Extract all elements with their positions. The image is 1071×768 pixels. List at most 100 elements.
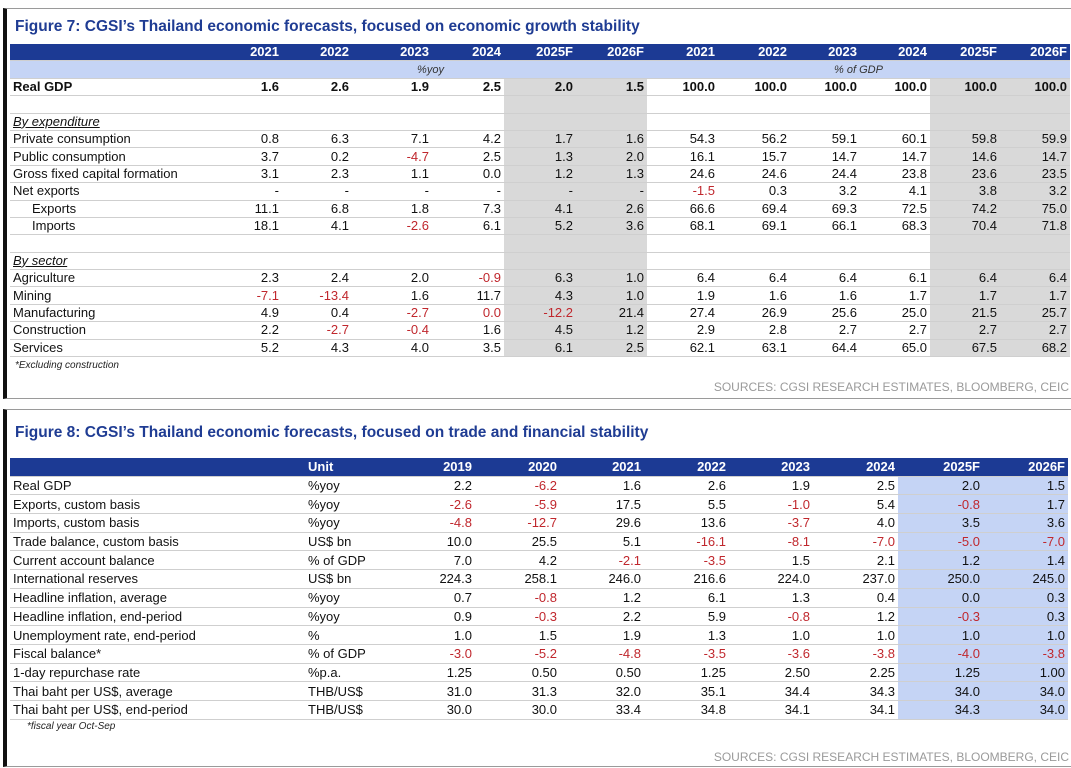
section-heading-row: By sector xyxy=(10,252,1070,271)
year-header: 2026F xyxy=(1000,44,1070,62)
value-cell: 2.1 xyxy=(813,550,898,571)
value-cell xyxy=(930,113,1000,131)
value-cell: 3.2 xyxy=(790,182,860,201)
value-cell: 1.0 xyxy=(983,625,1068,645)
value-cell xyxy=(718,252,790,271)
year-header: 2024 xyxy=(432,44,504,62)
value-cell: 23.6 xyxy=(930,165,1000,184)
value-cell: 6.4 xyxy=(930,269,1000,288)
value-cell: 1.9 xyxy=(352,78,432,97)
row-label: Exports xyxy=(10,200,214,218)
value-cell: 71.8 xyxy=(1000,217,1070,236)
value-cell: 6.4 xyxy=(718,269,790,288)
value-cell: 24.4 xyxy=(790,165,860,184)
value-cell: 1.25 xyxy=(644,663,729,683)
value-cell xyxy=(282,234,352,253)
row-label xyxy=(10,234,214,253)
row-label: Mining xyxy=(10,286,214,305)
value-cell: 1.7 xyxy=(930,286,1000,305)
row-label: Agriculture xyxy=(10,269,214,288)
growth-forecast-table: 2021 2022 2023 2024 2025F 2026F 2021 2022 2023 20… xyxy=(10,44,1070,358)
value-cell: 30.0 xyxy=(395,700,475,720)
value-cell: 5.2 xyxy=(214,339,282,358)
value-cell: 68.1 xyxy=(647,217,718,236)
value-cell: 65.0 xyxy=(860,339,930,358)
value-cell: 62.1 xyxy=(647,339,718,358)
value-cell: 0.8 xyxy=(214,130,282,149)
year-header: 2025F xyxy=(898,458,983,477)
value-cell: 216.6 xyxy=(644,569,729,589)
value-cell: 14.7 xyxy=(790,147,860,166)
value-cell: 6.1 xyxy=(432,217,504,236)
row-label: Gross fixed capital formation xyxy=(10,165,214,184)
figure-8-sources: SOURCES: CGSI RESEARCH ESTIMATES, BLOOMB… xyxy=(713,750,1069,764)
value-cell: 3.7 xyxy=(214,147,282,166)
value-cell: 245.0 xyxy=(983,569,1068,589)
value-cell: 4.3 xyxy=(282,339,352,358)
value-cell: 5.5 xyxy=(644,494,729,515)
value-cell: 21.4 xyxy=(576,304,647,323)
value-cell: -3.5 xyxy=(644,644,729,664)
value-cell: 1.4 xyxy=(983,550,1068,571)
value-cell: 1.2 xyxy=(504,165,576,184)
value-cell: 16.1 xyxy=(647,147,718,166)
value-cell: -2.1 xyxy=(560,550,644,571)
value-cell: 2.2 xyxy=(395,476,475,496)
value-cell: -16.1 xyxy=(644,532,729,552)
value-cell: 34.0 xyxy=(898,681,983,701)
value-cell: 13.6 xyxy=(644,513,729,533)
value-cell: -0.3 xyxy=(898,607,983,627)
value-cell: 14.6 xyxy=(930,147,1000,166)
row-unit: %yoy xyxy=(305,588,395,608)
table-row: Imports, custom basis %yoy -4.8 -12.7 29.6 13… xyxy=(10,513,1068,533)
value-cell: 26.9 xyxy=(718,304,790,323)
row-label: Services xyxy=(10,339,214,358)
value-cell: 2.6 xyxy=(282,78,352,97)
value-cell: 1.0 xyxy=(395,625,475,645)
value-cell: 2.9 xyxy=(647,321,718,340)
value-cell: 25.6 xyxy=(790,304,860,323)
row-label: Trade balance, custom basis xyxy=(10,532,305,552)
value-cell: 68.3 xyxy=(860,217,930,236)
section-heading-row: By expenditure xyxy=(10,113,1070,131)
row-label: Unemployment rate, end-period xyxy=(10,625,305,645)
value-cell: 1.9 xyxy=(729,476,813,496)
value-cell: 5.2 xyxy=(504,217,576,236)
value-cell: 2.50 xyxy=(729,663,813,683)
value-cell: -7.0 xyxy=(813,532,898,552)
value-cell: - xyxy=(576,182,647,201)
row-label xyxy=(10,95,214,114)
trade-financial-forecast-table: Unit 2019 2020 2021 2022 2023 2024 2025F 2026F Re… xyxy=(10,458,1068,720)
figure-8: Figure 8: CGSI’s Thailand economic forec… xyxy=(3,409,1071,767)
value-cell xyxy=(647,252,718,271)
table-row: Trade balance, custom basis US$ bn 10.0 25.… xyxy=(10,532,1068,552)
row-unit: % xyxy=(305,625,395,645)
value-cell: 18.1 xyxy=(214,217,282,236)
value-cell: 1.2 xyxy=(898,550,983,571)
value-cell: 69.3 xyxy=(790,200,860,218)
value-cell: 11.1 xyxy=(214,200,282,218)
value-cell: 1.6 xyxy=(214,78,282,97)
value-cell: 63.1 xyxy=(718,339,790,358)
value-cell: 1.2 xyxy=(813,607,898,627)
year-header: 2019 xyxy=(395,458,475,477)
value-cell: 25.0 xyxy=(860,304,930,323)
row-unit: %yoy xyxy=(305,476,395,496)
value-cell: 0.0 xyxy=(898,588,983,608)
value-cell: 4.0 xyxy=(352,339,432,358)
figure-8-title: Figure 8: CGSI’s Thailand economic forec… xyxy=(15,424,649,441)
value-cell: 7.0 xyxy=(395,550,475,571)
value-cell xyxy=(718,234,790,253)
value-cell: 33.4 xyxy=(560,700,644,720)
value-cell: 34.8 xyxy=(644,700,729,720)
row-label: Real GDP xyxy=(10,476,305,496)
value-cell: 1.7 xyxy=(983,494,1068,515)
header-row: 2021 2022 2023 2024 2025F 2026F 2021 2022 2023 20… xyxy=(10,44,1070,62)
value-cell: -4.0 xyxy=(898,644,983,664)
value-cell: 4.2 xyxy=(475,550,560,571)
value-cell: 0.2 xyxy=(282,147,352,166)
value-cell: 2.5 xyxy=(432,147,504,166)
value-cell: 5.1 xyxy=(560,532,644,552)
value-cell: -5.0 xyxy=(898,532,983,552)
value-cell: 34.4 xyxy=(729,681,813,701)
